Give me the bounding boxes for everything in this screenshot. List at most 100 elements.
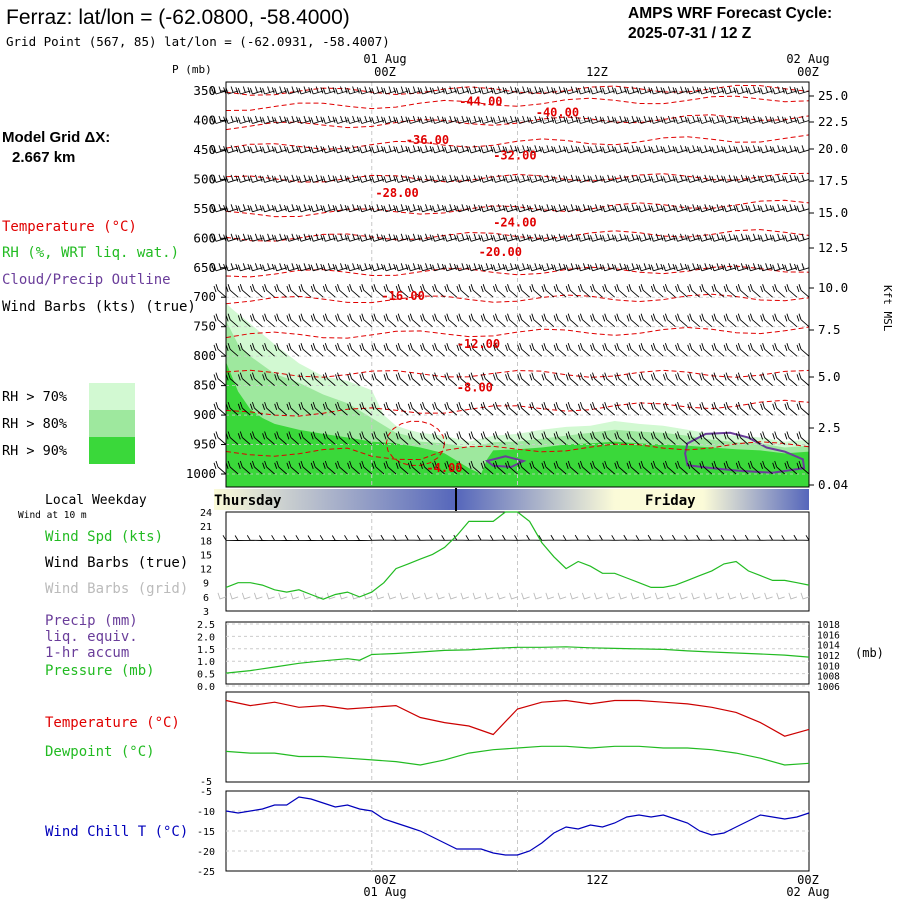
wind-barb — [541, 460, 555, 475]
wind-barb — [274, 460, 287, 475]
wind-barb — [359, 313, 373, 328]
wind-barb — [551, 174, 567, 183]
wind-barb — [794, 115, 810, 124]
precip-tick-label: 1.0 — [197, 657, 215, 668]
pressure-tick-label: 500 — [193, 171, 216, 186]
wind-barb — [699, 460, 713, 475]
pressure-axis-title: P (mb) — [172, 63, 212, 76]
wind-barb — [407, 313, 421, 328]
wind-barb — [381, 174, 397, 183]
wind-barb — [383, 343, 397, 357]
legend-dewpoint: Dewpoint (°C) — [45, 744, 155, 760]
wind-barb — [432, 460, 445, 475]
wind-barb — [699, 372, 713, 386]
wind-barb — [769, 233, 785, 242]
wind-barb — [575, 263, 591, 272]
wind-barb — [517, 401, 530, 416]
wind-barb — [687, 401, 700, 416]
wind-barb — [541, 372, 555, 386]
isotherm-line — [225, 114, 810, 131]
wind-barb — [466, 263, 482, 272]
wind-barb — [368, 145, 385, 154]
wind-barb — [335, 343, 348, 357]
wind-barb — [502, 115, 518, 124]
wind-barb — [211, 86, 227, 95]
wind-barb — [675, 313, 688, 328]
wind-barb — [356, 204, 372, 213]
wind-barb — [468, 313, 482, 328]
isotherm-label: -16.00 — [381, 289, 424, 303]
bottom-date-1: 01 Aug — [363, 885, 406, 899]
wind-barb — [687, 460, 700, 475]
wind-barb — [502, 145, 518, 154]
wind-barb — [662, 343, 676, 357]
wind-barb — [541, 284, 555, 298]
wind-barb — [492, 460, 506, 475]
wind-barb — [283, 174, 300, 183]
wind-barb — [237, 284, 251, 298]
wind-barb — [381, 204, 397, 213]
isotherm-line — [225, 229, 810, 242]
wind-barb — [599, 145, 615, 154]
wind-barb — [684, 263, 700, 272]
legend-cloud: Cloud/Precip Outline — [2, 272, 171, 288]
wind-barb — [490, 174, 506, 183]
wind-barb — [223, 86, 239, 95]
wind-barb — [335, 401, 348, 416]
wind-barb — [211, 233, 227, 242]
wind-barb — [332, 204, 348, 213]
wind-barb — [405, 174, 421, 183]
wind-barb — [444, 343, 458, 357]
wind-barb — [262, 460, 275, 475]
wind-barb — [381, 86, 397, 95]
wind-barb — [514, 204, 530, 213]
wind-barb — [405, 115, 421, 124]
wind-barb-line — [222, 534, 810, 541]
wind-barb — [310, 372, 324, 386]
wind-barb — [769, 115, 785, 124]
wind-barb — [283, 86, 300, 95]
wind-barb — [405, 233, 421, 242]
pressure-tick-label: 1000 — [186, 466, 216, 481]
wind-barb — [456, 284, 470, 298]
wind-barb — [638, 460, 652, 475]
wind-barb — [733, 174, 749, 183]
wind-barb — [235, 174, 251, 183]
wind-barb — [760, 401, 773, 416]
wind-barb — [517, 372, 530, 386]
isotherm-label: -8.00 — [457, 381, 493, 395]
wind-barb — [660, 115, 676, 124]
wind-barb — [602, 460, 615, 475]
wind-barb — [721, 174, 737, 183]
wind-barb — [407, 460, 421, 475]
wind-barb — [359, 284, 373, 298]
wind-barb — [213, 372, 227, 386]
wind-tick-label: 9 — [203, 579, 209, 590]
wind-barb — [650, 343, 664, 357]
wind-barb — [733, 115, 749, 124]
top-hour-2: 12Z — [586, 65, 608, 79]
wind-barb — [480, 401, 494, 416]
wind-barb — [420, 401, 433, 416]
wind-barb — [577, 401, 591, 416]
wind-barb — [565, 431, 579, 445]
wind-barb — [368, 204, 385, 213]
wind-barb — [429, 86, 445, 95]
wind-barb — [286, 431, 300, 445]
wind-barb — [432, 372, 445, 386]
chill-tick-label: -5 — [200, 787, 212, 798]
wind-barb — [590, 431, 603, 445]
wind-barb — [480, 372, 494, 386]
wind-barb — [553, 313, 567, 328]
wind-barb — [514, 86, 530, 95]
isotherm-label: -32.00 — [493, 148, 536, 162]
wind-barb — [286, 460, 300, 475]
wind-barb — [721, 233, 737, 242]
wind-barb — [636, 174, 652, 183]
height-tick-label: 25.0 — [818, 88, 848, 103]
wind-barb — [638, 431, 652, 445]
wind-barb — [769, 145, 785, 154]
wind-barb — [660, 204, 676, 213]
wind-barb — [310, 431, 324, 445]
wind-tick-label: 24 — [200, 508, 212, 519]
